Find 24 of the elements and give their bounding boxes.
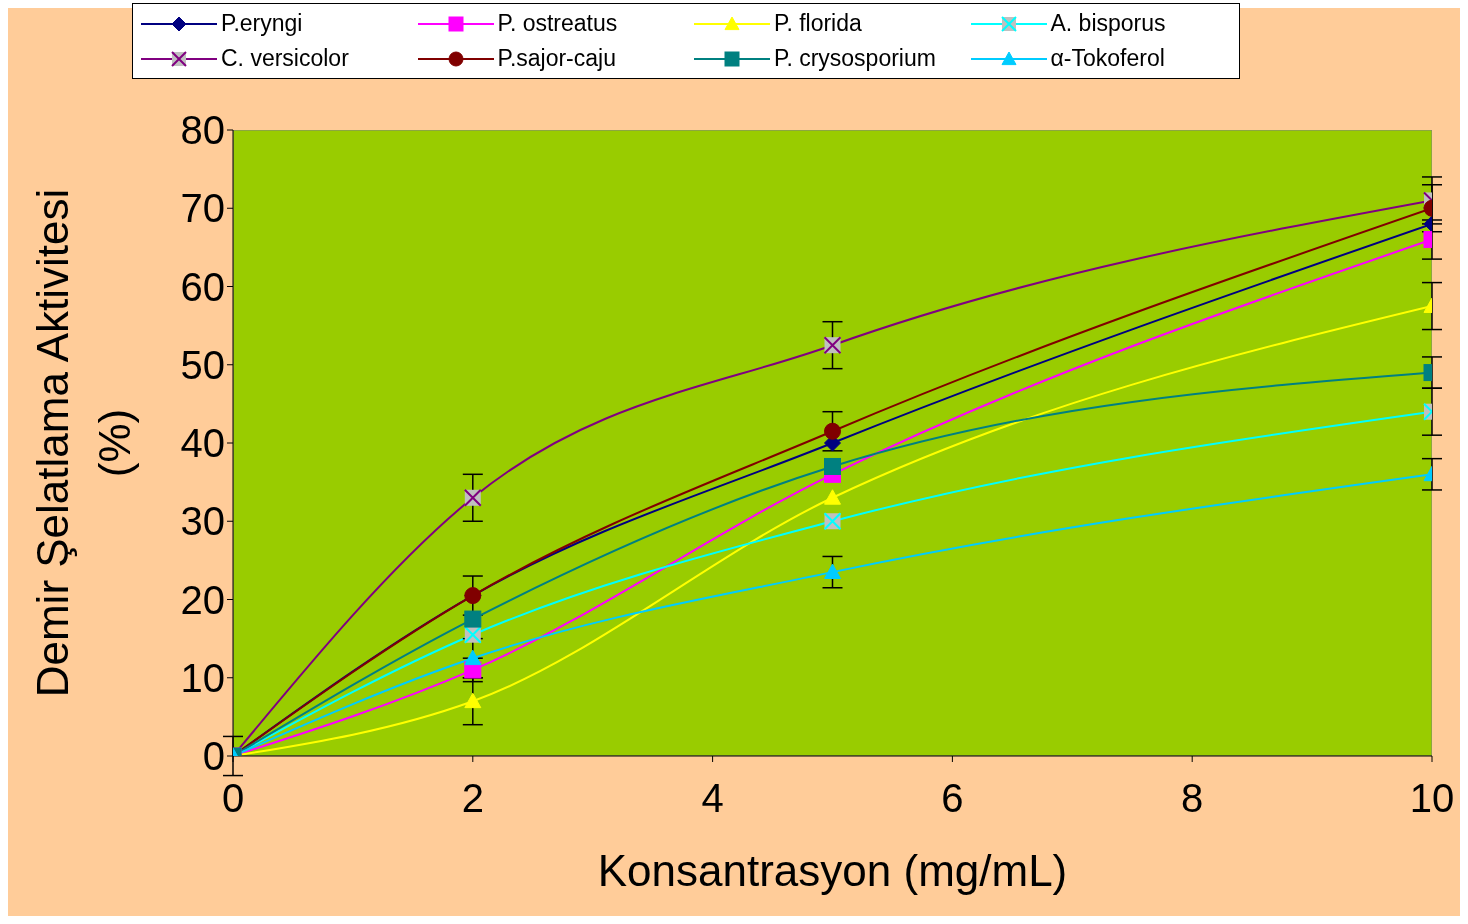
legend-label: P.eryngi: [221, 10, 303, 37]
legend-label: P.sajor-caju: [497, 45, 616, 72]
y-tick-label: 60: [180, 264, 225, 309]
legend-label: P. crysosporium: [774, 45, 936, 72]
y-tick-label: 30: [180, 499, 225, 544]
y-tick-label: 10: [180, 655, 225, 700]
y-tick-label: 40: [180, 421, 225, 466]
legend-label: α-Tokoferol: [1050, 45, 1165, 72]
legend-label: P. florida: [774, 10, 862, 37]
x-tick-label: 4: [701, 776, 724, 821]
x-tick-label: 6: [941, 776, 964, 821]
x-tick-label: 10: [1409, 776, 1455, 821]
x-axis-title: Konsantrasyon (mg/mL): [597, 846, 1068, 895]
y-tick-label: 50: [180, 342, 225, 387]
y-tick-label: 20: [180, 577, 225, 622]
legend-label: C. versicolor: [221, 45, 349, 72]
legend-label: A. bisporus: [1050, 10, 1166, 37]
y-tick-label: 0: [202, 734, 225, 779]
y-tick-label: 80: [180, 108, 225, 153]
x-tick-label: 8: [1181, 776, 1204, 821]
y-axis-title: Demir Şelatlama Aktivitesi (%): [28, 188, 139, 698]
x-tick-label: 2: [461, 776, 484, 821]
legend-label: P. ostreatus: [497, 10, 618, 37]
y-tick-label: 70: [180, 186, 225, 231]
